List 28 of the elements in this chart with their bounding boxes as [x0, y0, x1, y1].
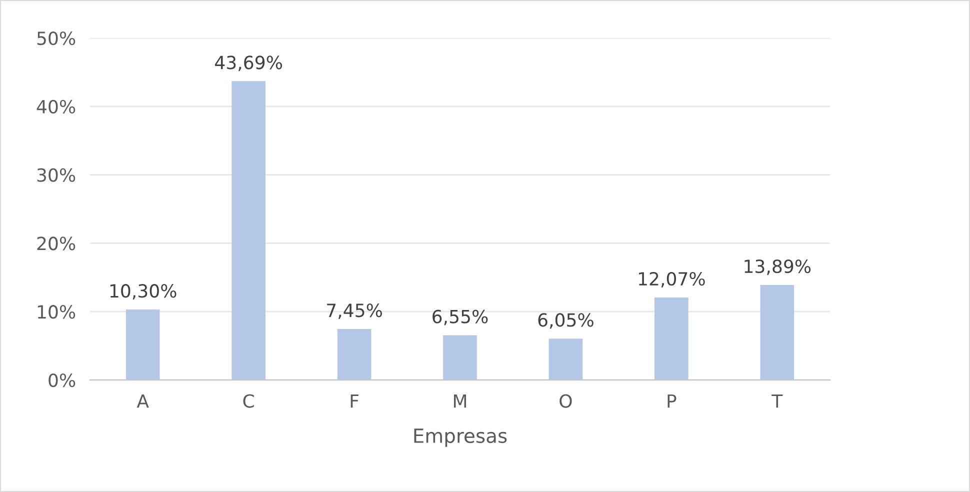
data-label: 6,05%: [538, 313, 594, 329]
bar: [337, 329, 372, 380]
x-tick-label: T: [772, 394, 783, 408]
x-axis-title: Empresas: [414, 428, 507, 447]
bar: [654, 297, 688, 380]
data-label: 6,55%: [432, 310, 488, 326]
x-tick-label: F: [350, 394, 358, 408]
x-tick-label: C: [243, 394, 254, 408]
bar: [126, 310, 160, 380]
bar: [760, 284, 794, 380]
y-tick-label: 10%: [38, 305, 76, 319]
data-label: 10,30%: [110, 284, 176, 300]
y-tick-label: 40%: [36, 100, 76, 114]
x-tick-label: A: [136, 394, 149, 408]
y-tick-label: 0%: [48, 373, 76, 388]
data-label: 7,45%: [327, 304, 382, 320]
data-label: 12,07%: [638, 272, 705, 288]
data-label: 43,69%: [215, 56, 282, 72]
y-tick-label: 20%: [37, 236, 76, 250]
bar: [548, 338, 583, 380]
y-tick-label: 30%: [37, 168, 76, 182]
y-tick-label: 50%: [37, 31, 76, 46]
x-tick-label: M: [454, 394, 466, 408]
x-tick-label: P: [668, 394, 676, 408]
x-tick-label: O: [560, 394, 572, 408]
bar: [443, 335, 477, 380]
bar: [232, 81, 266, 380]
data-label: 13,89%: [744, 260, 811, 276]
